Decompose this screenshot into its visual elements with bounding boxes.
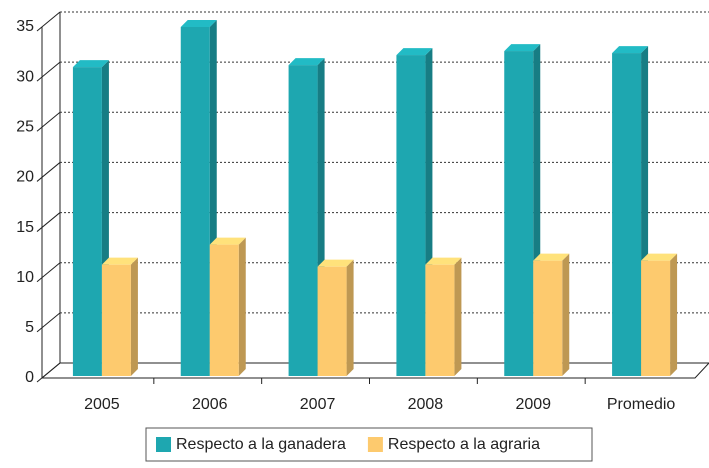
bar (533, 260, 563, 376)
bar (209, 244, 239, 376)
bar (504, 51, 534, 376)
floor (40, 362, 709, 379)
bar (317, 266, 347, 376)
legend-swatch (367, 437, 383, 452)
bar-side (454, 257, 462, 376)
bar-top (72, 60, 109, 68)
y-tick-label: 5 (25, 319, 34, 336)
bar-side (238, 237, 246, 376)
bar (180, 27, 210, 376)
bar-top (396, 48, 433, 56)
tick-mark (36, 11, 61, 32)
tick-mark (36, 61, 61, 82)
bar (72, 67, 102, 376)
tick-mark (36, 312, 61, 333)
y-tick-label: 20 (16, 169, 34, 186)
bar-top (504, 44, 541, 52)
bar-top (641, 253, 678, 261)
x-tick-label: 2006 (192, 396, 228, 413)
legend-box (145, 427, 593, 462)
bar-top (425, 257, 462, 265)
tick-mark (36, 362, 61, 383)
tick-mark (36, 162, 61, 182)
x-tick-label: 2009 (515, 396, 551, 413)
y-tick-label: 30 (16, 68, 34, 85)
y-tick-label: 15 (16, 219, 34, 236)
y-tick-label: 25 (16, 119, 34, 136)
y-tick-label: 0 (25, 369, 34, 386)
tick-mark (36, 262, 61, 283)
bar (641, 260, 671, 376)
bar (101, 264, 131, 376)
bar-top (533, 253, 570, 261)
legend-swatch (156, 437, 171, 452)
bar (396, 55, 426, 377)
bar-top (288, 58, 325, 66)
bar-side (346, 259, 354, 376)
bar-top (612, 46, 649, 54)
y-tick-label: 35 (16, 18, 34, 35)
bar (425, 264, 455, 376)
bar (288, 65, 318, 376)
y-tick-label: 10 (16, 269, 34, 286)
bar-side (130, 257, 138, 376)
legend-label: Respecto a la ganadera (176, 436, 346, 453)
bar-top (180, 20, 217, 27)
tick-mark (36, 111, 61, 132)
x-tick-label: 2008 (408, 396, 444, 413)
tick-mark (36, 212, 61, 232)
bar-top (317, 259, 354, 267)
x-tick-label: 2005 (84, 396, 120, 413)
bar-top (209, 237, 246, 245)
legend-label: Respecto a la agraria (388, 436, 540, 453)
x-tick-label: Promedio (607, 396, 676, 413)
bar (612, 53, 642, 377)
bar-top (101, 257, 138, 265)
x-tick-label: 2007 (300, 396, 336, 413)
bar-side (562, 253, 570, 376)
bar-side (670, 253, 678, 376)
